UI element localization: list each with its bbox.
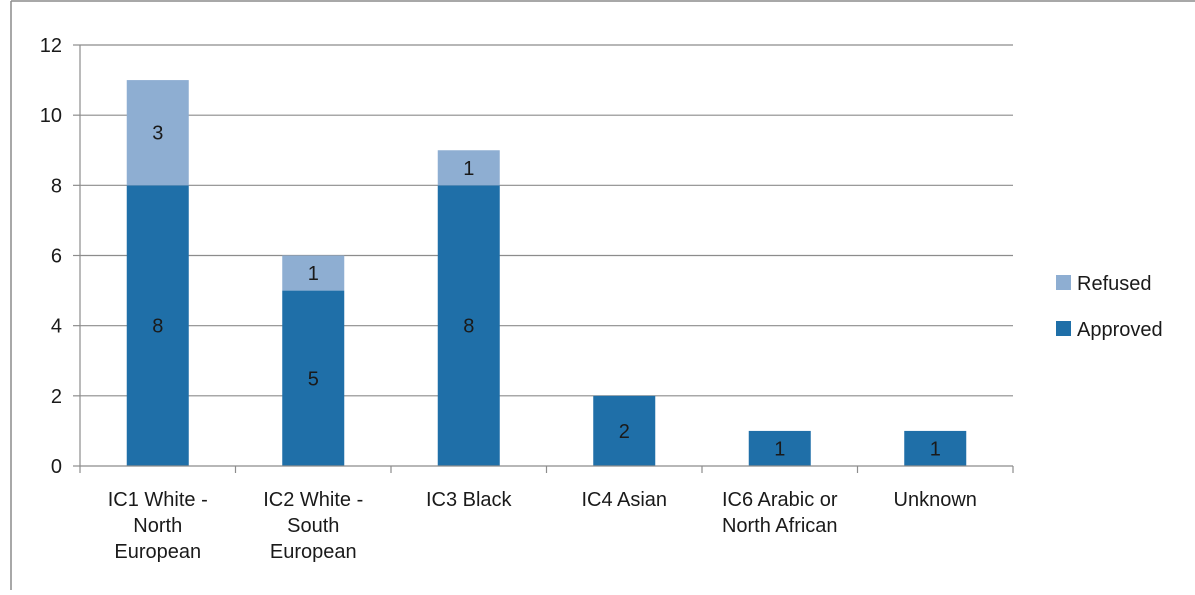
x-category-label: IC4 Asian xyxy=(581,489,667,511)
x-category-label: Unknown xyxy=(894,489,977,511)
gridlines xyxy=(80,44,1013,397)
legend-label-refused: Refused xyxy=(1077,273,1152,295)
data-label: 1 xyxy=(463,158,474,180)
bar-segment-approved xyxy=(437,185,500,467)
bar-segment-approved xyxy=(126,185,189,467)
data-label: 2 xyxy=(619,421,630,443)
bar-segment-refused xyxy=(437,150,500,186)
y-tick-label: 2 xyxy=(51,386,62,408)
y-tick-label: 10 xyxy=(40,105,62,127)
bar-segment-refused xyxy=(126,80,189,186)
bars: 8 3 5 1 8 1 2 1 1 xyxy=(126,80,967,467)
data-label: 8 xyxy=(463,316,474,338)
data-label: 3 xyxy=(152,123,163,145)
x-category-label: IC6 Arabic or North African xyxy=(722,489,838,537)
legend-swatch-approved xyxy=(1056,321,1071,336)
data-label: 1 xyxy=(308,263,319,285)
legend-label-approved: Approved xyxy=(1077,319,1163,341)
data-label: 1 xyxy=(930,438,941,460)
data-label: 5 xyxy=(308,368,319,390)
bar-segment-approved xyxy=(282,290,345,466)
data-label: 1 xyxy=(774,438,785,460)
bar-segment-approved xyxy=(748,430,811,466)
x-category-label: IC2 White -South European xyxy=(263,489,363,563)
y-tick-label: 0 xyxy=(51,456,62,478)
legend: Refused Approved xyxy=(1056,273,1163,341)
data-label: 8 xyxy=(152,316,163,338)
y-tick-label: 12 xyxy=(40,35,62,57)
y-tick-label: 6 xyxy=(51,246,62,268)
bar-segment-approved xyxy=(904,430,967,466)
bar-segment-approved xyxy=(593,395,656,466)
y-tick-label: 8 xyxy=(51,175,62,197)
bar-segment-refused xyxy=(282,255,345,291)
x-category-label: IC1 White -North European xyxy=(108,489,208,563)
x-category-label: IC3 Black xyxy=(426,489,513,511)
y-tick-label: 4 xyxy=(51,316,62,338)
legend-swatch-refused xyxy=(1056,275,1071,290)
